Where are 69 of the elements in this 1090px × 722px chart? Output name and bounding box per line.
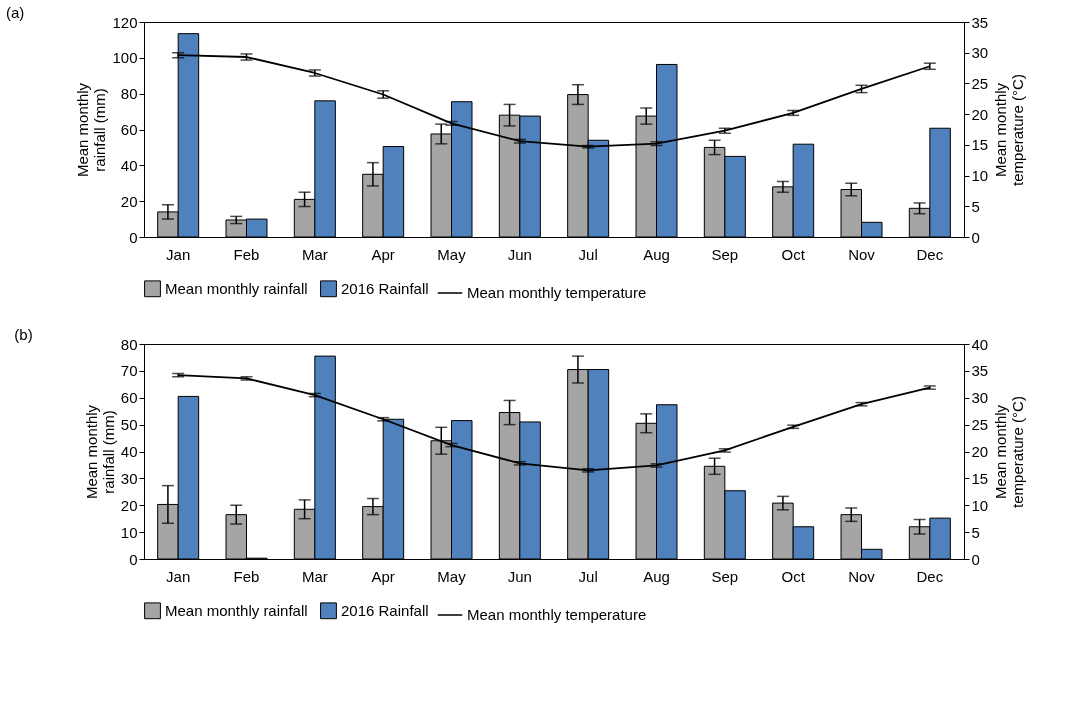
y-tick-label: 100 xyxy=(112,49,138,67)
x-tick-label: Jul xyxy=(578,245,598,263)
y-tick-label: 120 xyxy=(112,13,138,31)
legend-label: Mean monthly temperature xyxy=(467,284,647,301)
x-tick-label: Nov xyxy=(848,567,876,585)
y2-tick-label: 10 xyxy=(971,167,989,185)
legend-label: 2016 Rainfall xyxy=(341,601,429,619)
y2-tick-label: 30 xyxy=(971,44,989,62)
y2-tick-label: 35 xyxy=(971,362,989,380)
legend-label: 2016 Rainfall xyxy=(341,279,429,297)
y2-tick-label: 0 xyxy=(971,550,980,568)
x-tick-label: Oct xyxy=(781,245,806,263)
y2-tick-label: 0 xyxy=(971,228,980,246)
y2-tick-label: 15 xyxy=(971,136,989,154)
y-tick-label: 50 xyxy=(120,416,138,434)
y2-tick-label: 40 xyxy=(971,335,989,353)
y2-tick-label: 25 xyxy=(971,416,989,434)
y-tick-label: 20 xyxy=(120,192,138,210)
x-tick-label: Jun xyxy=(507,567,532,585)
y2-tick-label: 20 xyxy=(971,105,989,123)
text: (a) xyxy=(5,4,25,21)
x-tick-label: Feb xyxy=(233,567,260,585)
x-tick-label: Aug xyxy=(643,245,670,263)
y2-tick-label: 25 xyxy=(971,74,989,92)
y-tick-label: 80 xyxy=(120,335,138,353)
y2-tick-label: 35 xyxy=(971,13,989,31)
x-tick-label: Oct xyxy=(781,567,806,585)
y-tick-label: 40 xyxy=(120,156,138,174)
x-tick-label: Sep xyxy=(711,245,739,263)
y-axis-title: Mean monthly rainfall (mm) xyxy=(74,82,109,178)
y-tick-label: 30 xyxy=(120,469,138,487)
y2-tick-label: 5 xyxy=(971,197,980,215)
x-tick-label: May xyxy=(437,245,467,263)
x-tick-label: Sep xyxy=(711,567,739,585)
y-tick-label: 0 xyxy=(129,228,138,246)
y-tick-label: 70 xyxy=(120,362,138,380)
x-tick-label: Nov xyxy=(848,245,876,263)
x-tick-label: Apr xyxy=(371,245,395,263)
x-tick-label: Mar xyxy=(301,245,328,263)
legend-label: Mean monthly rainfall xyxy=(165,279,308,297)
y2-tick-label: 10 xyxy=(971,496,989,514)
x-tick-label: Jun xyxy=(507,245,532,263)
legend-label: Mean monthly rainfall xyxy=(165,601,308,619)
legend-label: Mean monthly temperature xyxy=(467,606,647,623)
y2-tick-label: 5 xyxy=(971,523,980,541)
y-axis-title: Mean monthly rainfall (mm) xyxy=(82,404,117,500)
y-tick-label: 40 xyxy=(120,443,138,460)
x-tick-label: Feb xyxy=(233,245,260,263)
text: (b) xyxy=(14,326,33,343)
x-tick-label: May xyxy=(437,567,467,585)
y-tick-label: 0 xyxy=(129,550,138,568)
x-tick-label: Jul xyxy=(578,567,598,585)
y2-tick-label: 20 xyxy=(971,443,989,460)
x-tick-label: Mar xyxy=(301,567,328,585)
y-tick-label: 60 xyxy=(120,389,138,407)
x-tick-label: Jan xyxy=(166,245,191,263)
x-tick-label: Dec xyxy=(916,245,944,263)
x-tick-label: Jan xyxy=(166,567,191,585)
y-tick-label: 60 xyxy=(120,121,138,138)
x-tick-label: Dec xyxy=(916,567,944,585)
y-tick-label: 80 xyxy=(120,85,138,103)
y-tick-label: 10 xyxy=(120,523,138,541)
x-tick-label: Aug xyxy=(643,567,670,585)
y-tick-label: 20 xyxy=(120,496,138,514)
y2-tick-label: 30 xyxy=(971,389,989,407)
y2-tick-label: 15 xyxy=(971,469,989,487)
y2-axis-title: Mean monthly temperature (°C) xyxy=(992,396,1027,508)
x-tick-label: Apr xyxy=(371,567,395,585)
y2-axis-title: Mean monthly temperature (°C) xyxy=(992,74,1027,186)
